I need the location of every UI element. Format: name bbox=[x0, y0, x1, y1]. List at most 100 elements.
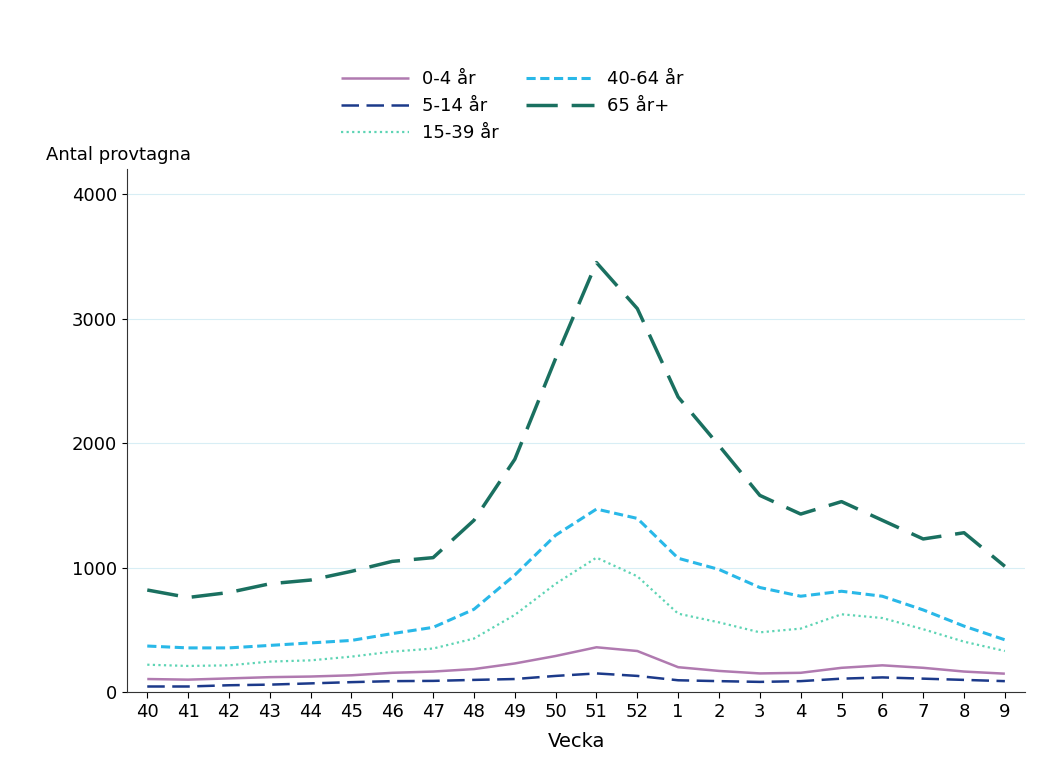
65 år+ bbox=[916, 534, 929, 544]
40-64 år bbox=[958, 621, 970, 631]
15-39 år bbox=[712, 618, 725, 627]
40-64 år bbox=[916, 605, 929, 614]
65 år+ bbox=[467, 516, 480, 525]
40-64 år bbox=[427, 623, 440, 632]
40-64 år bbox=[182, 644, 194, 653]
5-14 år bbox=[999, 677, 1012, 686]
0-4 år bbox=[754, 669, 766, 678]
15-39 år bbox=[958, 637, 970, 646]
65 år+ bbox=[590, 258, 602, 267]
5-14 år bbox=[304, 679, 317, 688]
5-14 år bbox=[427, 676, 440, 685]
15-39 år bbox=[876, 614, 889, 623]
40-64 år bbox=[345, 636, 357, 645]
5-14 år bbox=[672, 676, 685, 685]
15-39 år bbox=[427, 644, 440, 653]
0-4 år bbox=[182, 675, 194, 684]
15-39 år bbox=[141, 660, 153, 669]
0-4 år bbox=[916, 663, 929, 672]
40-64 år bbox=[835, 587, 848, 596]
5-14 år bbox=[712, 677, 725, 686]
5-14 år bbox=[141, 682, 153, 691]
40-64 år bbox=[141, 641, 153, 651]
65 år+ bbox=[223, 588, 236, 597]
15-39 år bbox=[835, 610, 848, 619]
65 år+ bbox=[141, 585, 153, 594]
5-14 år bbox=[754, 677, 766, 687]
0-4 år bbox=[345, 671, 357, 680]
40-64 år bbox=[508, 571, 521, 580]
65 år+ bbox=[876, 516, 889, 525]
0-4 år bbox=[590, 643, 602, 652]
65 år+ bbox=[304, 575, 317, 584]
15-39 år bbox=[304, 656, 317, 665]
5-14 år bbox=[263, 680, 276, 689]
15-39 år bbox=[182, 661, 194, 671]
65 år+ bbox=[427, 553, 440, 562]
40-64 år bbox=[672, 554, 685, 563]
40-64 år bbox=[712, 565, 725, 574]
0-4 år bbox=[631, 647, 644, 656]
65 år+ bbox=[795, 509, 808, 518]
15-39 år bbox=[631, 571, 644, 581]
5-14 år bbox=[590, 669, 602, 678]
0-4 år bbox=[795, 668, 808, 677]
0-4 år bbox=[876, 661, 889, 670]
65 år+ bbox=[958, 528, 970, 538]
65 år+ bbox=[550, 354, 562, 363]
65 år+ bbox=[999, 561, 1012, 571]
65 år+ bbox=[835, 497, 848, 506]
Line: 0-4 år: 0-4 år bbox=[147, 647, 1005, 680]
X-axis label: Vecka: Vecka bbox=[548, 731, 605, 751]
40-64 år bbox=[263, 641, 276, 650]
65 år+ bbox=[182, 593, 194, 602]
5-14 år bbox=[958, 675, 970, 684]
5-14 år bbox=[795, 677, 808, 686]
0-4 år bbox=[999, 669, 1012, 678]
65 år+ bbox=[386, 557, 398, 566]
15-39 år bbox=[386, 647, 398, 656]
5-14 år bbox=[182, 682, 194, 691]
Legend: 0-4 år, 5-14 år, 15-39 år, 40-64 år, 65 år+: 0-4 år, 5-14 år, 15-39 år, 40-64 år, 65 … bbox=[334, 63, 691, 150]
5-14 år bbox=[876, 673, 889, 682]
5-14 år bbox=[467, 675, 480, 684]
15-39 år bbox=[672, 609, 685, 618]
15-39 år bbox=[999, 647, 1012, 656]
15-39 år bbox=[223, 661, 236, 670]
Text: Antal provtagna: Antal provtagna bbox=[47, 146, 191, 164]
15-39 år bbox=[754, 628, 766, 637]
0-4 år bbox=[304, 672, 317, 681]
65 år+ bbox=[631, 304, 644, 313]
40-64 år bbox=[876, 591, 889, 601]
0-4 år bbox=[263, 673, 276, 682]
Line: 15-39 år: 15-39 år bbox=[147, 558, 1005, 666]
40-64 år bbox=[631, 514, 644, 523]
15-39 år bbox=[467, 634, 480, 643]
40-64 år bbox=[795, 591, 808, 601]
15-39 år bbox=[795, 624, 808, 633]
5-14 år bbox=[835, 674, 848, 684]
5-14 år bbox=[631, 671, 644, 681]
65 år+ bbox=[754, 491, 766, 500]
Line: 5-14 år: 5-14 år bbox=[147, 674, 1005, 687]
65 år+ bbox=[712, 441, 725, 450]
0-4 år bbox=[386, 668, 398, 677]
5-14 år bbox=[345, 677, 357, 687]
0-4 år bbox=[141, 674, 153, 684]
65 år+ bbox=[508, 454, 521, 464]
40-64 år bbox=[304, 638, 317, 647]
40-64 år bbox=[386, 629, 398, 638]
65 år+ bbox=[672, 392, 685, 401]
15-39 år bbox=[550, 579, 562, 588]
40-64 år bbox=[754, 583, 766, 592]
Line: 65 år+: 65 år+ bbox=[147, 262, 1005, 598]
15-39 år bbox=[263, 657, 276, 666]
5-14 år bbox=[916, 674, 929, 684]
0-4 år bbox=[835, 663, 848, 672]
0-4 år bbox=[223, 674, 236, 683]
0-4 år bbox=[427, 667, 440, 676]
15-39 år bbox=[590, 553, 602, 562]
5-14 år bbox=[550, 671, 562, 681]
40-64 år bbox=[550, 531, 562, 540]
15-39 år bbox=[916, 624, 929, 634]
